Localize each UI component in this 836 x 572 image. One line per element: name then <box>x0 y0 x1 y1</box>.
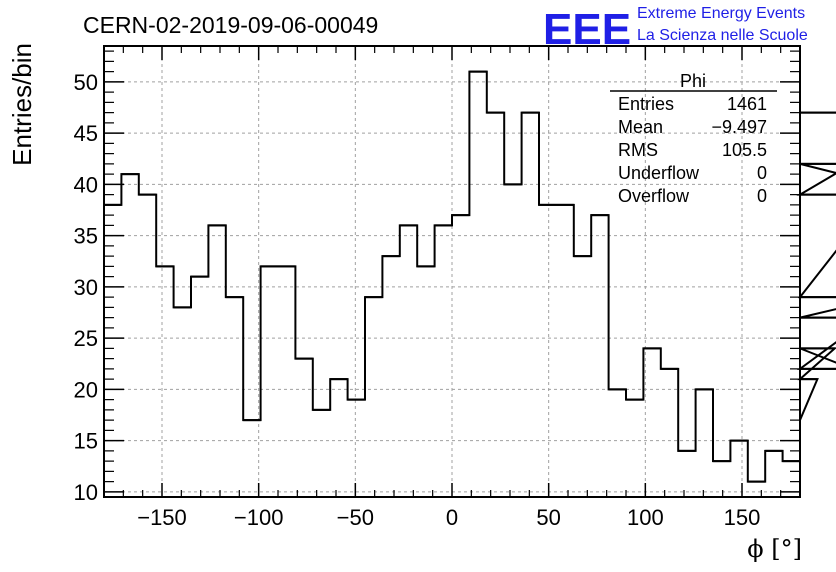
stats-label-rms: RMS <box>618 140 658 160</box>
x-tick-label: 150 <box>724 505 761 530</box>
stats-value-mean: −9.497 <box>711 117 767 137</box>
x-tick-label: −150 <box>137 505 187 530</box>
y-tick-label: 10 <box>74 480 98 505</box>
chart-title: CERN-02-2019-09-06-00049 <box>83 12 378 38</box>
y-tick-label: 50 <box>74 70 98 95</box>
y-tick-label: 30 <box>74 275 98 300</box>
y-tick-label: 35 <box>74 224 98 249</box>
histogram-series <box>104 70 836 483</box>
logo-subtitle-line1: Extreme Energy Events <box>637 5 805 22</box>
x-tick-label: 0 <box>446 505 458 530</box>
y-axis-ticks: 10 15 20 25 30 35 40 45 50 <box>74 50 800 505</box>
logo-subtitle-line2: La Scienza nelle Scuole <box>637 27 808 44</box>
x-tick-label: −50 <box>337 505 374 530</box>
y-axis-label: Entries/bin <box>7 43 37 166</box>
stats-label-mean: Mean <box>618 117 663 137</box>
x-tick-label: 100 <box>627 505 664 530</box>
stats-box: Phi Entries 1461 Mean −9.497 RMS 105.5 U… <box>610 71 777 206</box>
stats-value-entries: 1461 <box>727 94 767 114</box>
stats-label-underflow: Underflow <box>618 163 700 183</box>
x-tick-label: −100 <box>234 505 284 530</box>
x-axis-label: ϕ [°] <box>747 535 802 563</box>
y-tick-label: 20 <box>74 377 98 402</box>
y-tick-label: 25 <box>74 326 98 351</box>
y-tick-label: 45 <box>74 121 98 146</box>
stats-label-entries: Entries <box>618 94 674 114</box>
y-tick-label: 40 <box>74 172 98 197</box>
stats-value-overflow: 0 <box>757 186 767 206</box>
x-tick-label: 50 <box>536 505 560 530</box>
stats-label-overflow: Overflow <box>618 186 690 206</box>
stats-value-rms: 105.5 <box>722 140 767 160</box>
y-tick-label: 15 <box>74 429 98 454</box>
stats-value-underflow: 0 <box>757 163 767 183</box>
stats-box-title: Phi <box>680 71 706 91</box>
